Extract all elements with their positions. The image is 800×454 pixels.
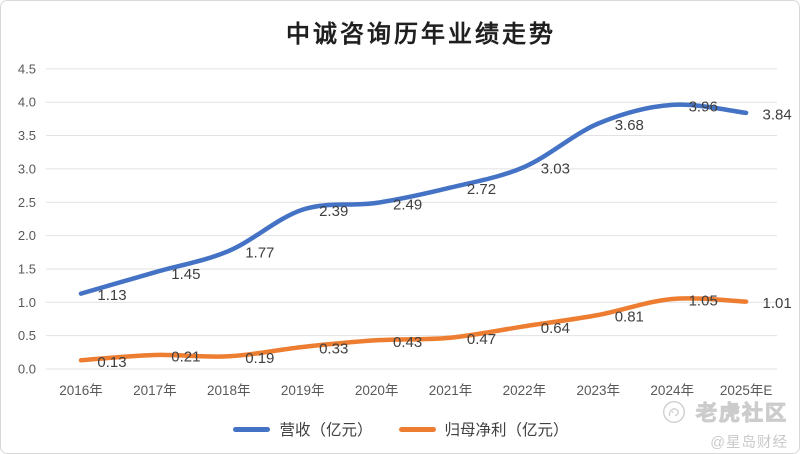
profit-data-label: 1.01	[762, 295, 791, 312]
profit-data-label: 0.81	[615, 308, 644, 325]
profit-data-label: 0.64	[541, 320, 570, 337]
legend-label-net-profit: 归母净利（亿元）	[444, 422, 569, 439]
watermark-brand-row: 老虎社区	[662, 397, 788, 427]
y-axis-tick: 4.0	[18, 95, 36, 110]
y-axis-tick: 1.0	[18, 295, 36, 310]
y-axis-tick: 4.5	[18, 61, 36, 76]
profit-data-label: 0.33	[319, 340, 348, 357]
x-axis-tick: 2018年	[207, 383, 251, 398]
revenue-data-label: 3.84	[762, 106, 791, 123]
revenue-line-swatch	[233, 426, 271, 432]
x-axis-tick: 2025年E	[720, 383, 773, 398]
y-axis-tick: 3.5	[18, 128, 36, 143]
revenue-data-label: 3.03	[541, 160, 570, 177]
watermark-community-text: 老虎社区	[696, 402, 788, 426]
profit-line	[78, 296, 749, 363]
revenue-data-label: 3.68	[615, 117, 644, 134]
x-axis-tick: 2024年	[650, 383, 694, 398]
revenue-data-label: 3.96	[689, 98, 718, 115]
watermark: 老虎社区 @星岛财经	[662, 397, 788, 452]
x-axis-tick: 2023年	[577, 383, 621, 398]
revenue-data-label: 2.49	[393, 196, 422, 213]
revenue-data-label: 2.39	[319, 203, 348, 220]
y-axis-tick: 0.5	[18, 328, 36, 343]
profit-data-label: 0.47	[467, 331, 496, 348]
legend-label-revenue: 营收（亿元）	[279, 422, 373, 439]
y-axis-tick: 2.0	[18, 228, 36, 243]
profit-data-label: 0.19	[245, 350, 274, 367]
profit-data-label: 0.13	[97, 354, 126, 371]
chart-legend: 营收（亿元） 归母净利（亿元）	[1, 418, 799, 440]
profit-line-swatch	[398, 426, 436, 432]
x-axis-tick: 2022年	[503, 383, 547, 398]
x-axis-tick: 2019年	[281, 383, 325, 398]
profit-data-label: 0.43	[393, 334, 422, 351]
watermark-account-text: @星岛财经	[710, 435, 788, 451]
y-axis-tick: 2.5	[18, 195, 36, 210]
x-axis-tick: 2017年	[133, 383, 177, 398]
x-axis-tick: 2021年	[429, 383, 473, 398]
y-axis-tick: 3.0	[18, 161, 36, 176]
revenue-line	[78, 102, 749, 296]
profit-data-label: 1.05	[689, 292, 718, 309]
y-axis-tick: 0.0	[18, 362, 36, 377]
x-axis-tick: 2016年	[59, 383, 103, 398]
revenue-data-label: 1.77	[245, 244, 274, 261]
profit-data-label: 0.21	[171, 348, 200, 365]
revenue-data-label: 1.45	[171, 266, 200, 283]
chart-title: 中诚咨询历年业绩走势	[286, 22, 556, 48]
legend-item-revenue: 营收（亿元）	[233, 418, 373, 440]
tiger-circle-icon	[662, 400, 686, 424]
legend-item-net-profit: 归母净利（亿元）	[398, 418, 569, 440]
revenue-data-label: 1.13	[97, 287, 126, 304]
y-axis-tick: 1.5	[18, 261, 36, 276]
revenue-data-label: 2.72	[467, 181, 496, 198]
x-axis-tick: 2020年	[355, 383, 399, 398]
